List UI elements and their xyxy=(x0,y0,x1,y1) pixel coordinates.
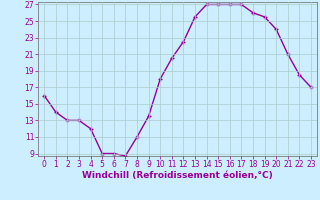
X-axis label: Windchill (Refroidissement éolien,°C): Windchill (Refroidissement éolien,°C) xyxy=(82,171,273,180)
